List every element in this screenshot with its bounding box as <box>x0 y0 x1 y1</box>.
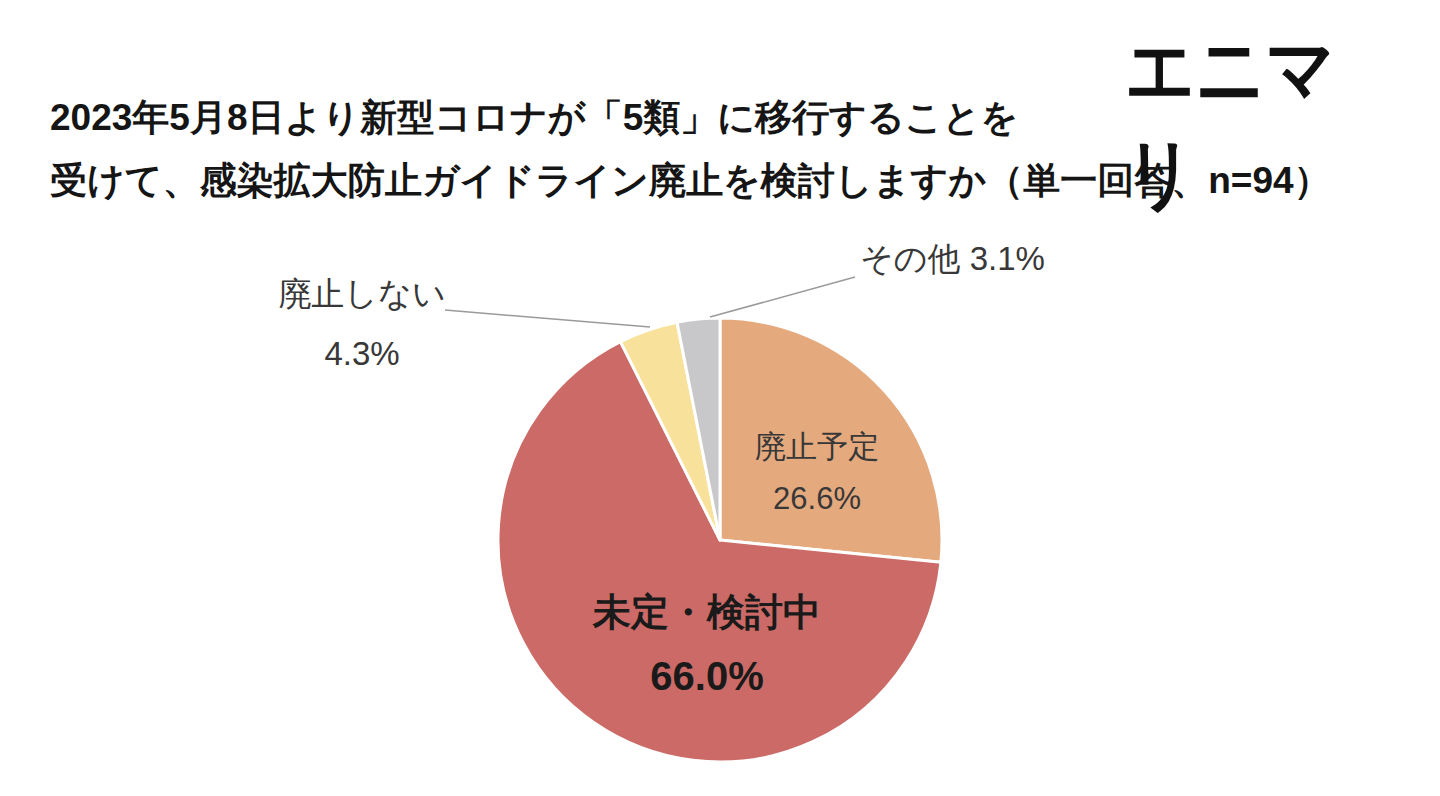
slice-label-haishi-shinai-pct: 4.3% <box>242 324 482 384</box>
slice-label-mitei-kentochu-pct: 66.0% <box>507 644 907 708</box>
slice-label-mitei-kentochu: 未定・検討中 66.0% <box>507 588 907 708</box>
slice-label-haishi-shinai: 廃止しない 4.3% <box>242 264 482 384</box>
slice-label-sonota-pct: 3.1% <box>970 240 1045 277</box>
leader-line-sonota <box>710 277 855 317</box>
slice-label-haishi-yotei-pct: 26.6% <box>667 473 967 525</box>
slice-label-haishi-shinai-name: 廃止しない <box>242 264 482 324</box>
slice-label-mitei-kentochu-name: 未定・検討中 <box>507 588 907 636</box>
slice-label-haishi-yotei-name: 廃止予定 <box>667 421 967 473</box>
slice-label-haishi-yotei: 廃止予定 26.6% <box>667 421 967 525</box>
slice-label-sonota-name: その他 <box>860 240 961 277</box>
slice-label-sonota: その他 3.1% <box>860 237 1160 282</box>
